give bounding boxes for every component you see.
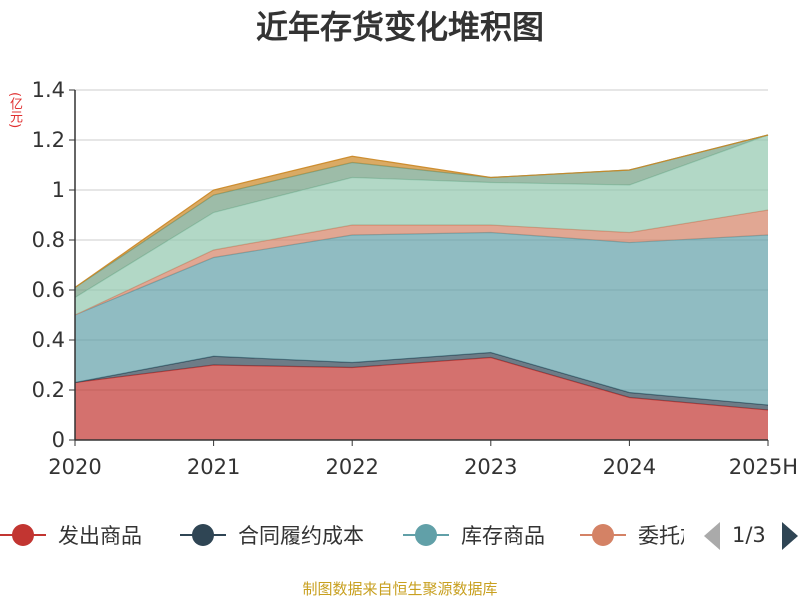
data-source-note: 制图数据来自恒生聚源数据库 xyxy=(302,580,498,598)
legend-label-2: 合同履约成本 xyxy=(238,524,364,548)
y-tick-label: 1 xyxy=(52,178,65,202)
legend-items: 发出商品 合同履约成本 库存商品 委托加工物资 xyxy=(0,512,684,556)
y-axis-unit: (亿元) xyxy=(7,92,22,129)
area-series-6[interactable] xyxy=(75,135,768,298)
legend-prev-arrow-icon[interactable] xyxy=(704,522,720,550)
chart-title: 近年存货变化堆积图 xyxy=(255,8,544,46)
series-line-7 xyxy=(74,134,769,288)
x-tick-label: 2025H xyxy=(729,455,798,479)
legend-page-number: 1/3 xyxy=(732,523,766,547)
area-series xyxy=(74,134,769,441)
legend-item-3[interactable]: 库存商品 xyxy=(403,520,573,548)
y-tick-labels: 0 0.2 0.4 0.6 0.8 1 1.2 1.4 xyxy=(32,78,65,452)
y-tick-label: 0.4 xyxy=(32,328,65,352)
legend-label-3: 库存商品 xyxy=(461,524,545,548)
legend-item-4[interactable]: 委托加工物资 xyxy=(580,520,684,548)
y-tick-label: 0.6 xyxy=(32,278,65,302)
area-series-5[interactable] xyxy=(75,135,768,315)
legend-dot-3 xyxy=(415,524,437,546)
y-tick-label: 0.2 xyxy=(32,378,65,402)
area-series-3[interactable] xyxy=(75,232,768,406)
x-tick-label: 2022 xyxy=(325,455,378,479)
legend: 发出商品 合同履约成本 库存商品 委托加工物资 1/3 xyxy=(0,512,800,556)
y-tick-label: 0.8 xyxy=(32,228,65,252)
legend-dot-2 xyxy=(192,524,214,546)
y-tick-label: 1.2 xyxy=(32,128,65,152)
y-tick-label: 0 xyxy=(52,428,65,452)
x-tick-label: 2020 xyxy=(48,455,101,479)
stacked-area-chart: 00.20.40.60.811.21.4 2020 2021 2022 2023 202… xyxy=(32,78,798,479)
area-series-1[interactable] xyxy=(75,357,768,441)
legend-label-1: 发出商品 xyxy=(58,524,142,548)
x-tick-labels: 2020 2021 2022 2023 2024 2025H xyxy=(48,440,798,479)
legend-dot-4 xyxy=(592,524,614,546)
y-tick-label: 1.4 xyxy=(32,78,65,102)
x-tick-label: 2021 xyxy=(187,455,240,479)
legend-pager: 1/3 xyxy=(700,520,800,550)
area-series-4[interactable] xyxy=(75,210,768,315)
legend-dot-1 xyxy=(12,524,34,546)
x-tick-label: 2024 xyxy=(603,455,656,479)
legend-item-1[interactable]: 发出商品 xyxy=(0,520,170,548)
legend-label-4: 委托加工物资 xyxy=(638,524,684,548)
legend-item-2[interactable]: 合同履约成本 xyxy=(180,520,400,548)
x-tick-label: 2023 xyxy=(464,455,517,479)
legend-next-arrow-icon[interactable] xyxy=(782,522,798,550)
axes xyxy=(74,90,768,441)
